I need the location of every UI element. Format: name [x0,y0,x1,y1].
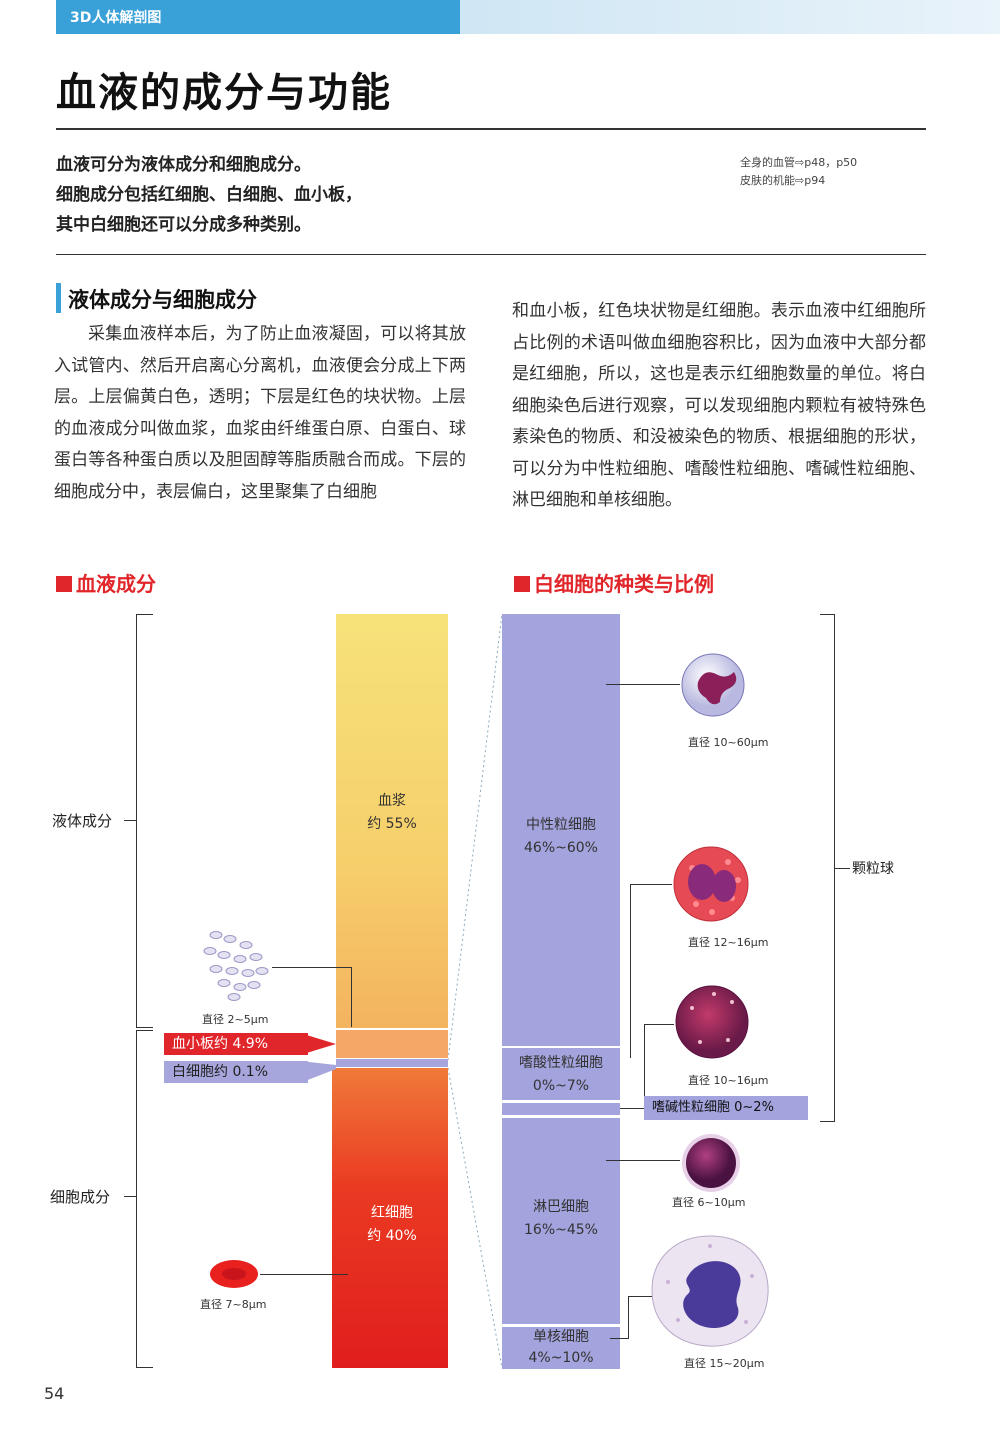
lymphocyte-size: 直径 6~10μm [672,1196,746,1209]
layer-divider [336,1058,448,1059]
granulocyte-label: 颗粒球 [852,861,894,877]
section-heading-bar [56,283,61,313]
basophil-illustration [675,985,749,1059]
cross-references: 全身的血管⇨p48，p50 皮肤的机能⇨p94 [740,154,857,190]
leader-line [606,684,680,685]
zoom-connector-lines [448,613,503,1369]
header-band-right [460,0,1000,34]
basophil-tag: 嗜碱性粒细胞 0~2% [644,1096,808,1120]
platelet-pointer-icon [300,1033,336,1055]
granulocyte-bracket [820,614,835,1122]
wbc-layer [336,1059,448,1067]
leader-line [272,967,352,968]
title-rule [56,128,926,130]
neutrophil-size: 直径 10~60μm [688,736,769,749]
intro-rule [56,254,926,255]
plasma-label: 血浆 约 55% [367,793,417,832]
plasma-layer [336,614,448,1028]
monocyte-segment [502,1327,620,1369]
body-text-left: 采集血液样本后，为了防止血液凝固，可以将其放入试管内、然后开启离心分离机，血液便… [54,324,466,502]
liquid-component-label: 液体成分 [52,812,113,830]
rbc-layer [332,1068,448,1368]
intro-text: 血液可分为液体成分和细胞成分。 细胞成分包括红细胞、白细胞、血小板， 其中白细胞… [56,150,362,240]
rbc-size: 直径 7~8μm [200,1298,267,1311]
page-number: 54 [44,1384,65,1403]
leader-line [628,1296,629,1339]
platelets-illustration [203,931,269,1001]
layer-divider [336,1029,448,1030]
leader-line [606,1160,680,1161]
basophil-size: 直径 10~16μm [688,1074,769,1087]
platelet-size: 直径 2~5μm [202,1013,269,1026]
intro-line: 其中白细胞还可以分成多种类别。 [56,215,311,235]
xref-link[interactable]: 全身的血管⇨p48，p50 [740,156,858,169]
body-text-right: 和血小板，红色块状物是红细胞。表示血液中红细胞所占比例的术语叫做血细胞容积比，因… [512,301,926,510]
eosinophil-illustration [673,846,749,922]
header-band-left [56,0,460,34]
rbc-label: 红细胞 约 40% [367,1205,417,1244]
wbc-tag: 白细胞约 0.1% [164,1061,308,1083]
series-name: 3D人体解剖图 [70,10,162,26]
page-title: 血液的成分与功能 [56,70,392,116]
leader-line [610,1338,628,1339]
intro-line: 血液可分为液体成分和细胞成分。 [56,155,311,175]
platelet-tag: 血小板约 4.9% [164,1033,308,1055]
cell-component-label: 细胞成分 [50,1188,111,1206]
figure-title-wbc-types: 白细胞的种类与比例 [514,568,714,597]
figure-title-blood-components: 血液成分 [56,568,156,597]
monocyte-size: 直径 15~20μm [684,1357,765,1370]
bracket-tick [124,1196,137,1197]
leader-line [630,884,631,1058]
eosinophil-segment [502,1048,620,1100]
platelet-layer [336,1030,448,1058]
lymphocyte-segment [502,1118,620,1324]
leader-line [351,967,352,1027]
monocyte-label: 单核细胞 4%~10% [528,1329,594,1366]
square-bullet-icon [514,576,530,592]
section-heading: 液体成分与细胞成分 [68,288,257,312]
leader-line [620,1108,644,1109]
leader-line [644,1024,645,1096]
neutrophil-illustration [681,653,745,717]
leader-line [630,884,672,885]
bracket-tick [834,868,850,869]
lymphocyte-label: 淋巴细胞 16%~45% [524,1199,598,1238]
leader-line [628,1296,652,1297]
rbc-illustration [210,1260,258,1288]
wbc-pointer-icon [300,1061,336,1083]
neutrophil-segment [502,614,620,1046]
square-bullet-icon [56,576,72,592]
intro-line: 细胞成分包括红细胞、白细胞、血小板， [56,185,362,205]
lymphocyte-illustration [682,1134,740,1192]
xref-link[interactable]: 皮肤的机能⇨p94 [740,174,826,187]
monocyte-illustration [651,1235,769,1347]
basophil-segment [502,1103,620,1115]
leader-line [644,1024,674,1025]
eosinophil-label: 嗜酸性粒细胞 0%~7% [519,1055,603,1094]
cell-bracket [136,1030,153,1368]
leader-line [260,1274,348,1275]
bracket-tick [124,820,137,821]
eosinophil-size: 直径 12~16μm [688,936,769,949]
neutrophil-label: 中性粒细胞 46%~60% [524,817,598,856]
liquid-bracket [136,614,153,1028]
